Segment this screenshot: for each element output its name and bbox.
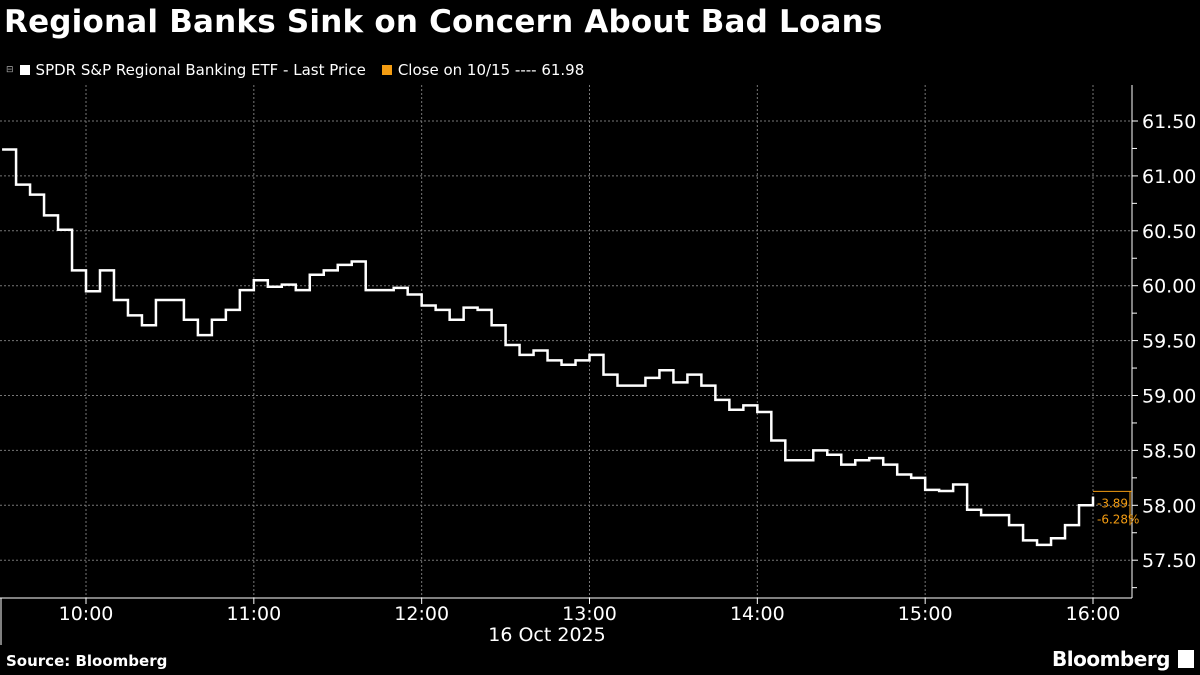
price-line bbox=[2, 148, 1095, 547]
change-label: -3.89 bbox=[1097, 496, 1128, 510]
legend-swatch-price bbox=[19, 65, 30, 75]
y-tick-label: 61.50 bbox=[1142, 111, 1196, 133]
source-note: Source: Bloomberg bbox=[6, 652, 168, 670]
y-tick-label: 58.50 bbox=[1142, 440, 1196, 462]
x-tick-label: 11:00 bbox=[226, 603, 281, 625]
x-tick-label: 16:00 bbox=[1066, 603, 1121, 625]
y-tick-label: 59.00 bbox=[1142, 386, 1196, 408]
bloomberg-terminal-icon bbox=[1178, 650, 1194, 668]
legend-swatch-close bbox=[381, 65, 392, 75]
legend-label-close: Close on 10/15 ---- 61.98 bbox=[397, 61, 585, 79]
legend-label-price: SPDR S&P Regional Banking ETF - Last Pri… bbox=[35, 61, 366, 79]
x-tick-label: 12:00 bbox=[394, 603, 449, 625]
y-tick-label: 57.50 bbox=[1142, 550, 1196, 572]
y-tick-label: 58.00 bbox=[1142, 495, 1196, 517]
x-tick-label: 13:00 bbox=[562, 603, 617, 625]
y-tick-label: 59.50 bbox=[1142, 331, 1196, 353]
legend-collapse-icon[interactable]: ⊟ bbox=[6, 65, 14, 75]
x-date-label: 16 Oct 2025 bbox=[488, 624, 605, 646]
change-pct-label: -6.28% bbox=[1097, 512, 1139, 526]
bloomberg-logo: Bloomberg bbox=[1052, 647, 1170, 671]
x-tick-label: 15:00 bbox=[898, 603, 953, 625]
y-tick-label: 60.50 bbox=[1142, 221, 1196, 243]
x-tick-label: 14:00 bbox=[730, 603, 785, 625]
chart-title: Regional Banks Sink on Concern About Bad… bbox=[4, 4, 883, 40]
y-tick-label: 61.00 bbox=[1142, 166, 1196, 188]
y-tick-label: 60.00 bbox=[1142, 276, 1196, 298]
legend: ⊟ SPDR S&P Regional Banking ETF - Last P… bbox=[6, 61, 584, 79]
x-tick-label: 10:00 bbox=[59, 603, 114, 625]
